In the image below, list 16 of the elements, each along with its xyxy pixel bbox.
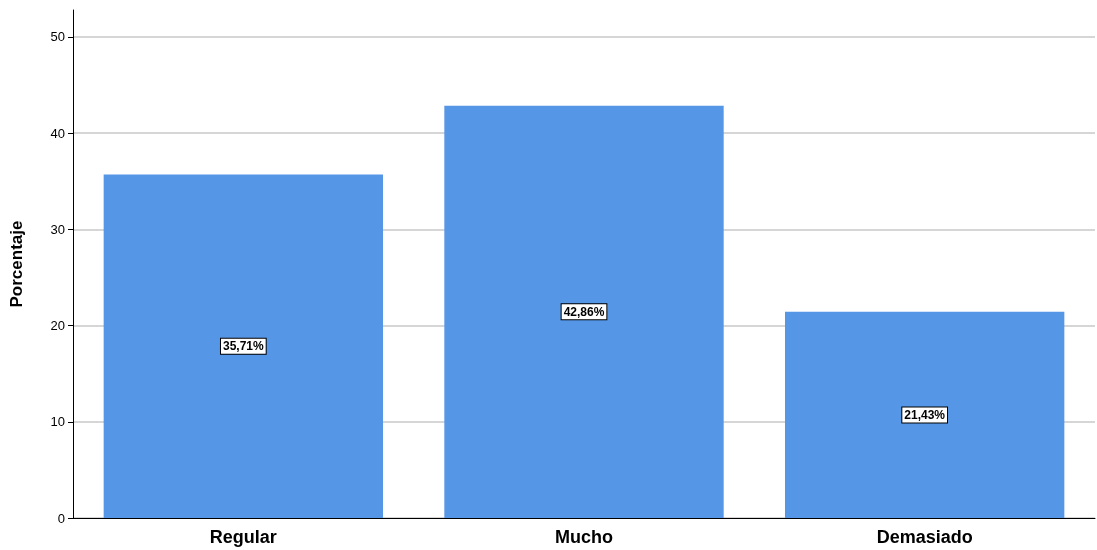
y-axis-title: Porcentaje — [7, 220, 26, 308]
bar — [784, 311, 1065, 518]
x-tick-label: Regular — [209, 527, 277, 547]
bar — [444, 105, 724, 518]
y-tick-label: 10 — [50, 414, 65, 430]
y-tick-label: 20 — [50, 318, 65, 334]
data-label: 35,71% — [222, 339, 265, 354]
y-tick-label: 30 — [50, 221, 65, 237]
data-label: 42,86% — [563, 304, 605, 319]
y-tick-label: 50 — [50, 29, 65, 45]
y-tick-label: 0 — [57, 510, 65, 526]
data-label: 21,43% — [904, 407, 946, 422]
x-tick-label: Mucho — [555, 527, 613, 547]
x-tick-label: Demasiado — [876, 527, 973, 547]
y-tick-label: 40 — [50, 125, 65, 141]
bar — [103, 174, 384, 518]
